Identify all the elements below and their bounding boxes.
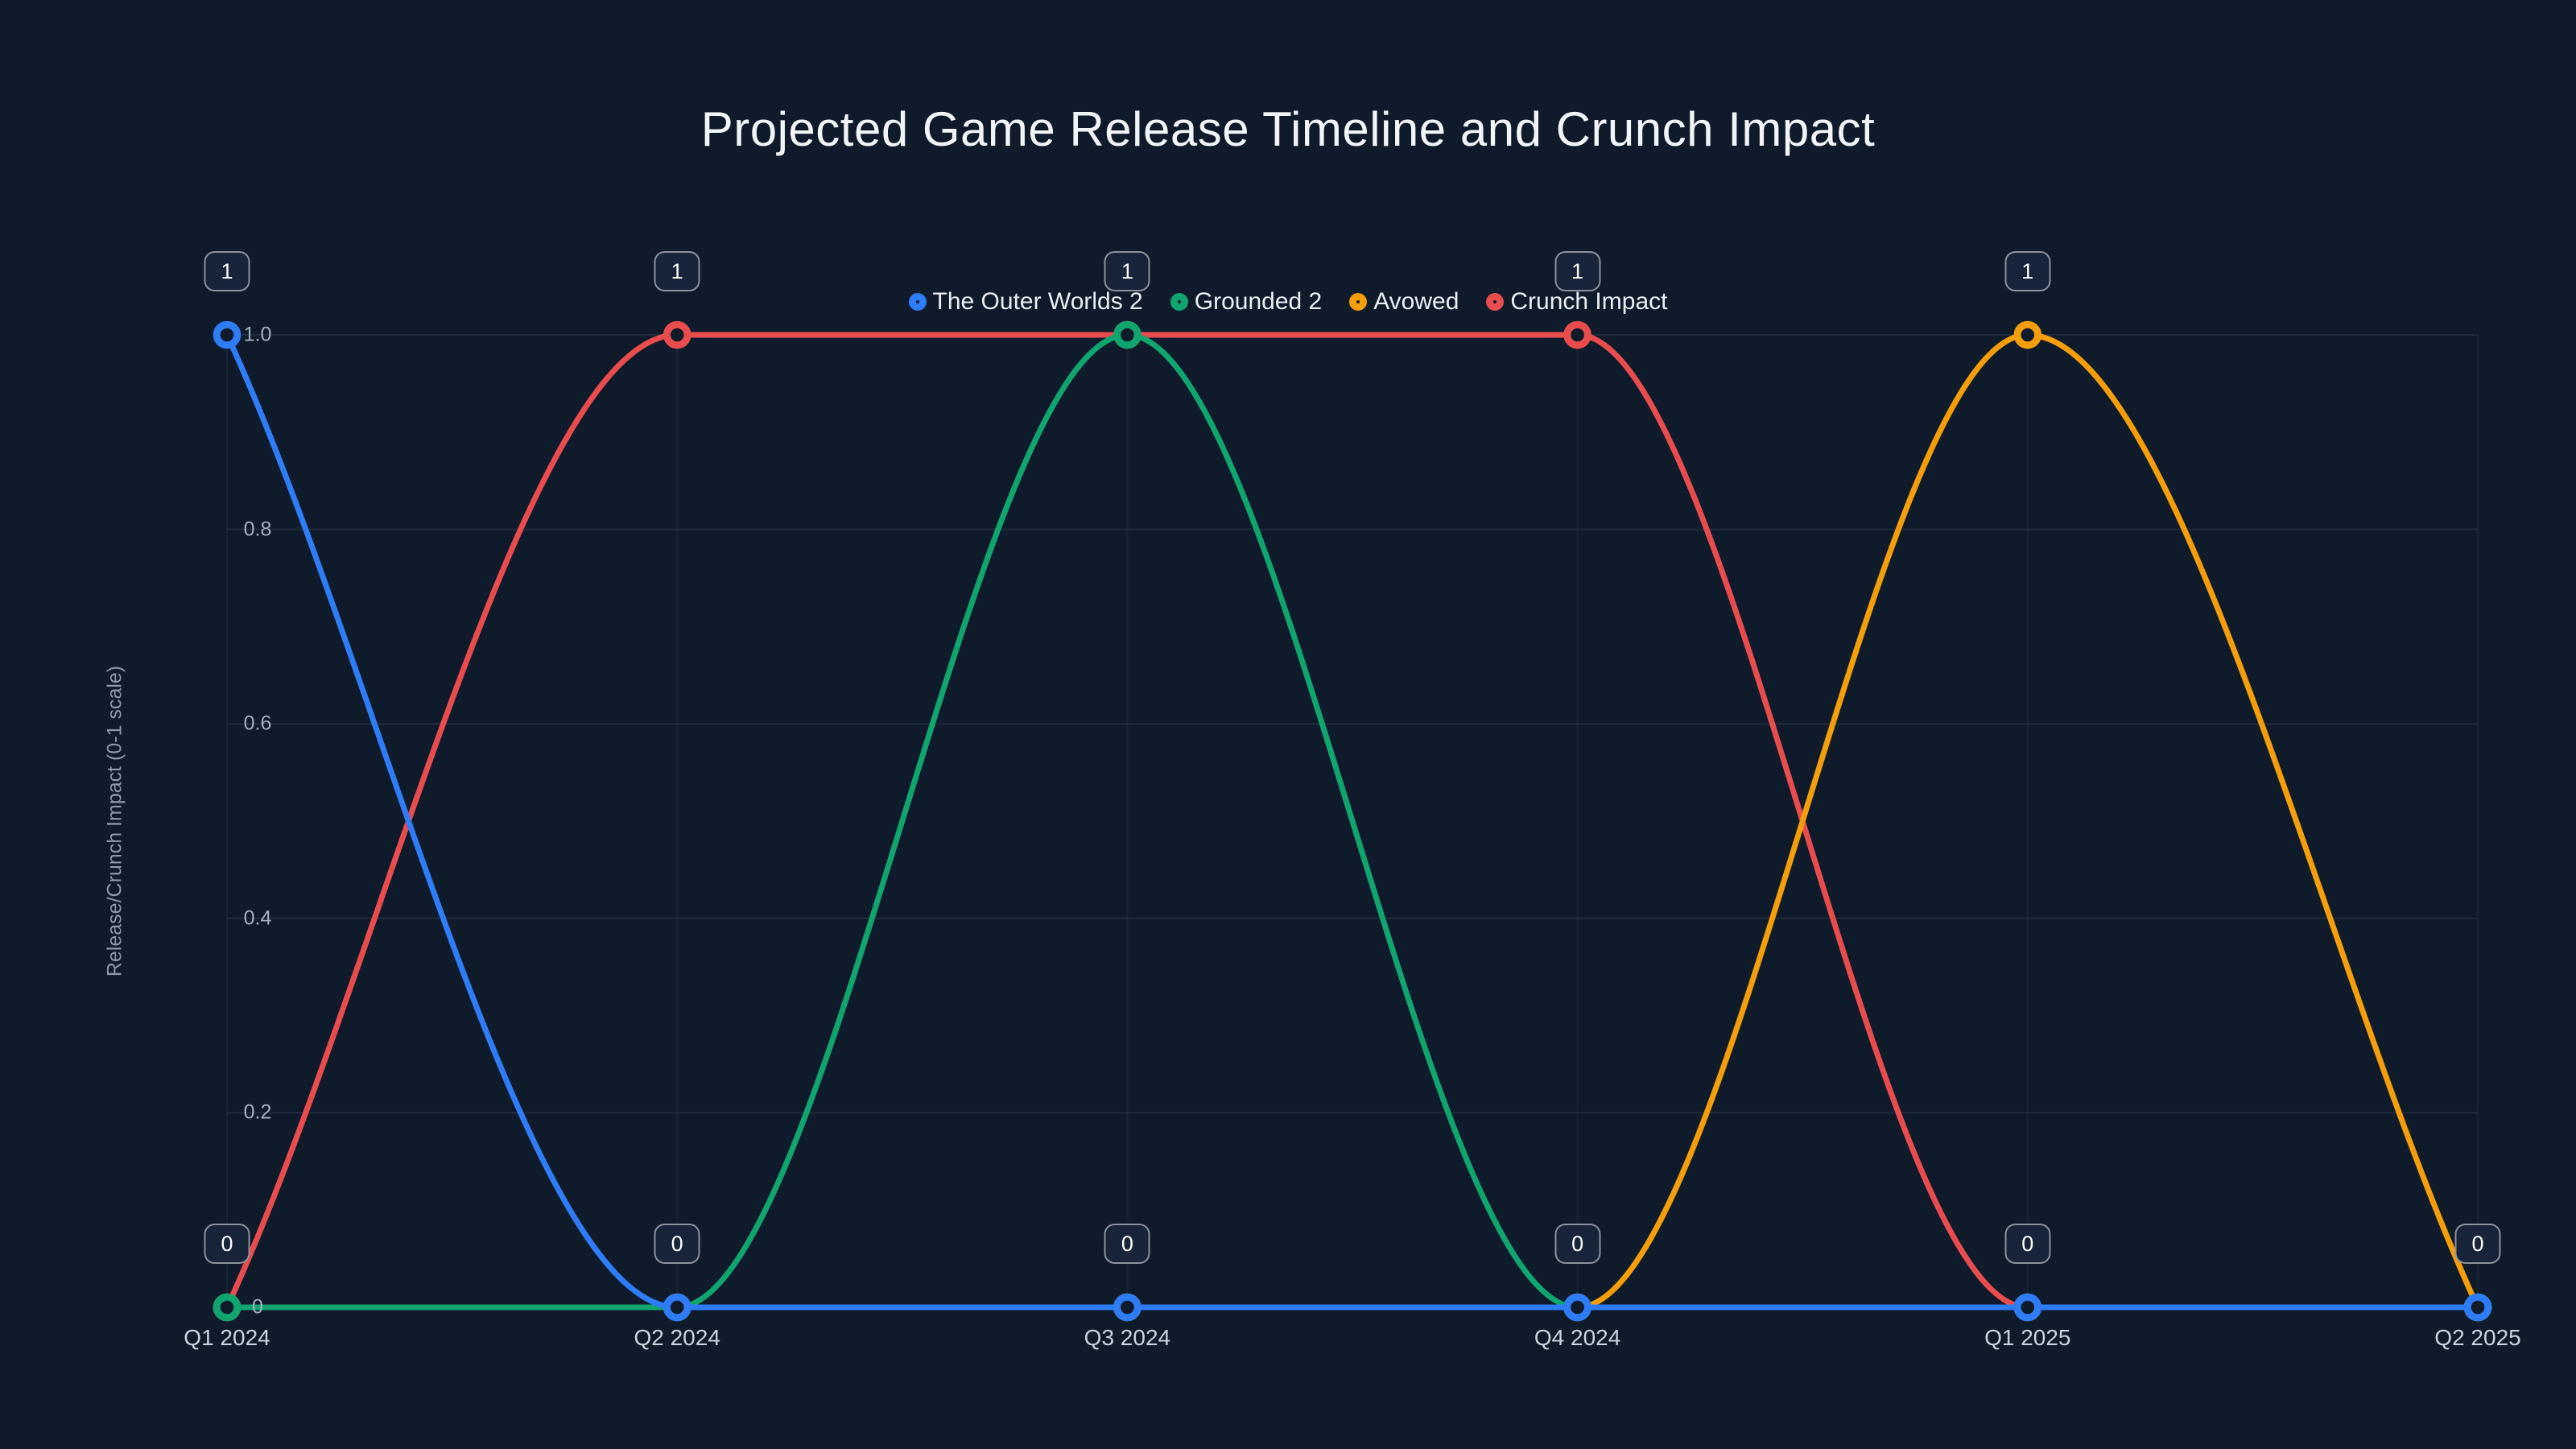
legend-item-grounded-2[interactable]: Grounded 2 — [1170, 288, 1322, 316]
marker-the-outer-worlds-2-q2-2025[interactable] — [2463, 1293, 2492, 1322]
marker-the-outer-worlds-2-q1-2025[interactable] — [2013, 1293, 2042, 1322]
point-badge-1-q1-2024: 1 — [204, 251, 250, 291]
marker-the-outer-worlds-2-q4-2024[interactable] — [1563, 1293, 1591, 1322]
point-badge-0-q2-2025: 0 — [2454, 1224, 2501, 1264]
series-grounded-2 — [213, 320, 2492, 1322]
series-line-grounded-2 — [224, 332, 2481, 1311]
point-badge-1-q1-2025: 1 — [2004, 251, 2051, 291]
point-badge-0-q1-2025: 0 — [2004, 1224, 2051, 1264]
y-tick-label-0-2: 0.2 — [243, 1100, 272, 1124]
legend-marker-icon — [1349, 293, 1368, 311]
series-line-the-outer-worlds-2 — [224, 332, 2481, 1311]
point-badge-1-q2-2024: 1 — [654, 251, 700, 291]
x-tick-label-q1-2024: Q1 2024 — [184, 1325, 270, 1350]
legend-label: Avowed — [1373, 288, 1459, 315]
marker-grounded-2-q1-2024[interactable] — [213, 1293, 242, 1322]
legend-marker-icon — [908, 293, 927, 311]
legend-marker-icon — [1170, 293, 1188, 311]
legend-item-crunch-impact[interactable]: Crunch Impact — [1486, 288, 1667, 316]
point-badge-0-q2-2024: 0 — [654, 1224, 700, 1264]
x-tick-label-q1-2025: Q1 2025 — [1984, 1325, 2071, 1350]
marker-grounded-2-q3-2024[interactable] — [1113, 320, 1141, 349]
marker-crunch-impact-q2-2024[interactable] — [663, 320, 691, 349]
x-tick-label-q2-2025: Q2 2025 — [2434, 1325, 2521, 1350]
marker-crunch-impact-q4-2024[interactable] — [1563, 320, 1591, 349]
marker-the-outer-worlds-2-q1-2024[interactable] — [213, 320, 242, 349]
x-tick-label-q4-2024: Q4 2024 — [1534, 1325, 1621, 1350]
point-badge-1-q3-2024: 1 — [1104, 251, 1150, 291]
y-tick-label-0-6: 0.6 — [243, 712, 272, 735]
x-tick-label-q3-2024: Q3 2024 — [1084, 1325, 1171, 1350]
chart-title: Projected Game Release Timeline and Crun… — [700, 102, 1876, 156]
point-badge-0-q4-2024: 0 — [1554, 1224, 1601, 1264]
legend-marker-icon — [1486, 293, 1505, 311]
point-badge-0-q3-2024: 0 — [1104, 1224, 1150, 1264]
legend-label: Grounded 2 — [1194, 288, 1323, 315]
marker-the-outer-worlds-2-q3-2024[interactable] — [1113, 1293, 1141, 1322]
x-tick-label-q2-2024: Q2 2024 — [634, 1325, 720, 1350]
legend: The Outer Worlds 2 Grounded 2 Avowed Crunch… — [0, 288, 2576, 316]
point-badge-1-q4-2024: 1 — [1554, 251, 1601, 291]
y-tick-label-0-8: 0.8 — [243, 518, 272, 541]
y-tick-label-0: 0 — [252, 1295, 263, 1319]
legend-item-the-outer-worlds-2[interactable]: The Outer Worlds 2 — [908, 288, 1143, 316]
marker-avowed-q1-2025[interactable] — [2013, 320, 2042, 349]
y-tick-label-0-4: 0.4 — [243, 906, 272, 930]
legend-label: Crunch Impact — [1510, 288, 1668, 315]
legend-label: The Outer Worlds 2 — [932, 288, 1143, 315]
y-tick-label-1-0: 1.0 — [243, 323, 272, 346]
marker-the-outer-worlds-2-q2-2024[interactable] — [663, 1293, 691, 1322]
point-badge-0-q1-2024: 0 — [204, 1224, 250, 1264]
legend-item-avowed[interactable]: Avowed — [1349, 288, 1459, 316]
series-the-outer-worlds-2 — [213, 320, 2492, 1322]
